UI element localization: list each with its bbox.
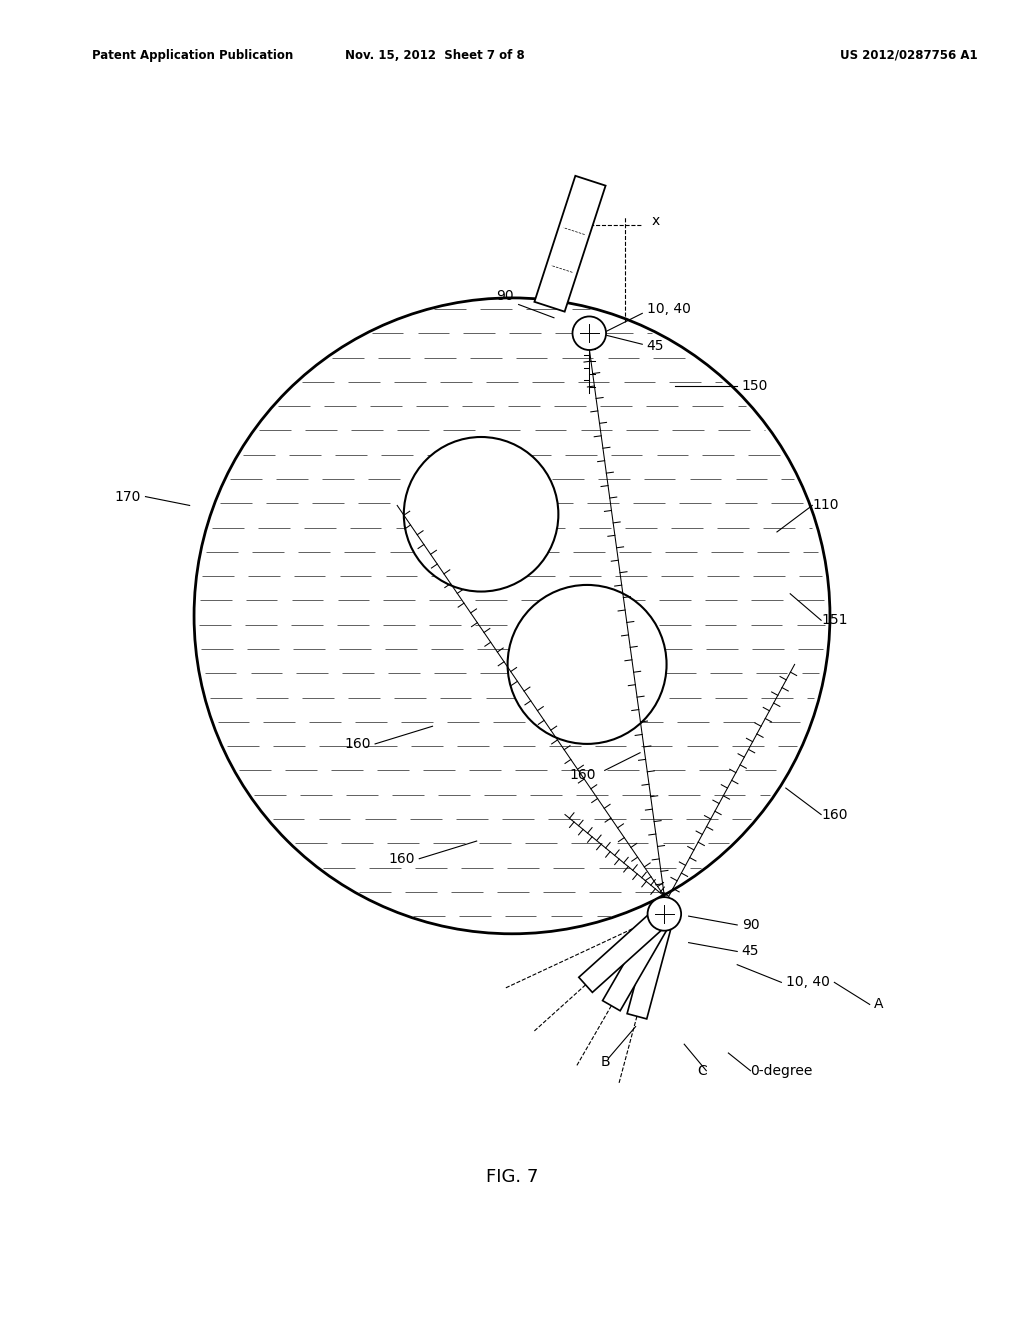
Text: 10, 40: 10, 40	[647, 302, 690, 315]
Polygon shape	[579, 907, 671, 993]
Text: 170: 170	[115, 490, 141, 504]
Text: 150: 150	[741, 379, 768, 393]
Text: 90: 90	[741, 917, 759, 932]
Text: 160: 160	[344, 737, 371, 751]
Text: 160: 160	[569, 768, 596, 781]
Text: 160: 160	[388, 851, 415, 866]
Polygon shape	[535, 176, 605, 312]
Text: A: A	[874, 998, 884, 1011]
Text: C: C	[697, 1064, 708, 1077]
Text: 10, 40: 10, 40	[785, 975, 829, 990]
Polygon shape	[602, 909, 673, 1011]
Polygon shape	[627, 911, 674, 1019]
Text: 45: 45	[741, 944, 759, 958]
Text: 110: 110	[812, 499, 839, 512]
Text: 151: 151	[821, 614, 848, 627]
Circle shape	[508, 585, 667, 744]
Circle shape	[195, 298, 829, 933]
Text: B: B	[600, 1055, 610, 1069]
Text: FIG. 7: FIG. 7	[485, 1168, 539, 1185]
Circle shape	[403, 437, 558, 591]
Text: 160: 160	[821, 808, 848, 821]
Text: 45: 45	[647, 339, 665, 354]
Circle shape	[647, 898, 681, 931]
Text: x: x	[651, 214, 659, 227]
Text: Patent Application Publication: Patent Application Publication	[92, 49, 294, 62]
Text: 0-degree: 0-degree	[751, 1064, 813, 1077]
Circle shape	[572, 317, 606, 350]
Text: US 2012/0287756 A1: US 2012/0287756 A1	[840, 49, 977, 62]
Text: 90: 90	[497, 289, 514, 302]
Text: Nov. 15, 2012  Sheet 7 of 8: Nov. 15, 2012 Sheet 7 of 8	[345, 49, 525, 62]
